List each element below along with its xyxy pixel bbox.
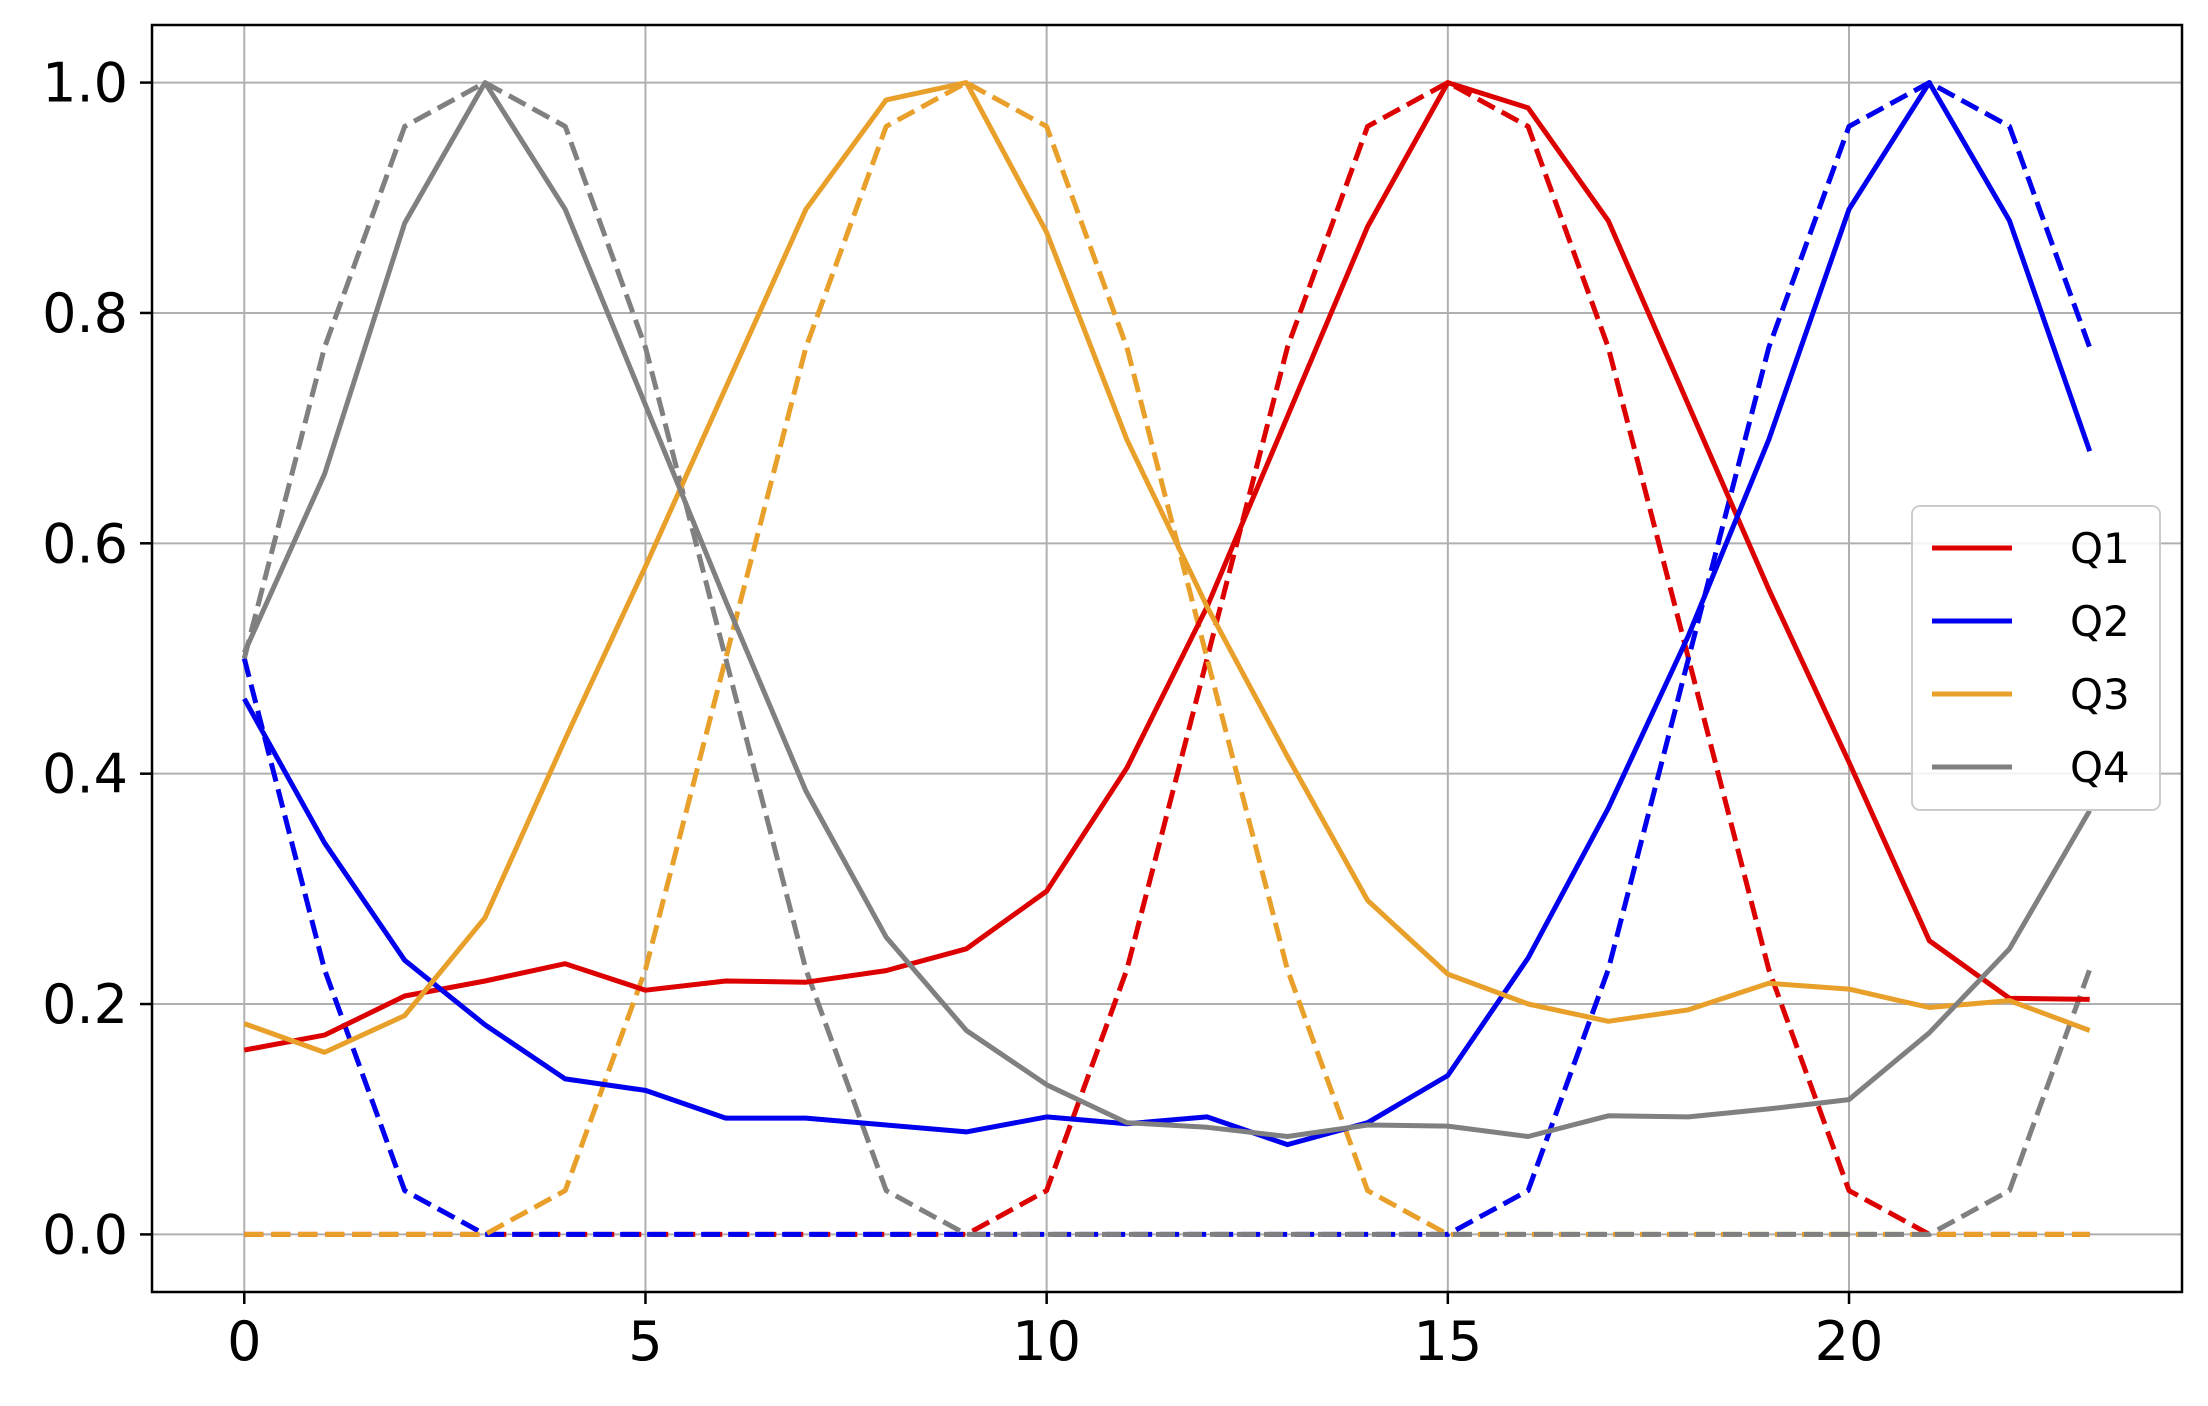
- legend-label: Q4: [2070, 743, 2130, 792]
- x-tick-label: 20: [1815, 1310, 1884, 1373]
- y-tick-label: 0.0: [42, 1203, 128, 1266]
- x-tick-label: 15: [1413, 1310, 1482, 1373]
- series-line-2: [243, 80, 2091, 1055]
- legend-box: [1911, 505, 2161, 811]
- y-tick-label: 0.6: [42, 512, 128, 575]
- y-tick-label: 0.8: [42, 282, 128, 345]
- y-tick-label: 1.0: [42, 52, 128, 115]
- series-line-0: [243, 80, 2090, 1053]
- legend-label: Q2: [2070, 597, 2130, 646]
- x-tick-label: 5: [628, 1310, 662, 1373]
- y-tick-label: 0.2: [42, 973, 128, 1036]
- series-layer: [241, 80, 2093, 1237]
- x-tick-label: 0: [227, 1310, 261, 1373]
- series-line-3: [242, 80, 2092, 1139]
- legend-label: Q1: [2070, 524, 2130, 573]
- axis-ticks: 0 5 10 15 20 0.0 0.2 0.4 0.6 0.8 1.0: [42, 52, 1883, 1373]
- plot-frame: [150, 23, 2184, 1294]
- legend-label: Q3: [2070, 670, 2130, 719]
- dashed-series-line-7: [241, 80, 2093, 1237]
- x-tick-label: 10: [1012, 1310, 1081, 1373]
- series-line-1: [242, 80, 2093, 1148]
- y-tick-label: 0.4: [42, 743, 128, 806]
- legend: Q1 Q2 Q3 Q4: [1911, 505, 2161, 811]
